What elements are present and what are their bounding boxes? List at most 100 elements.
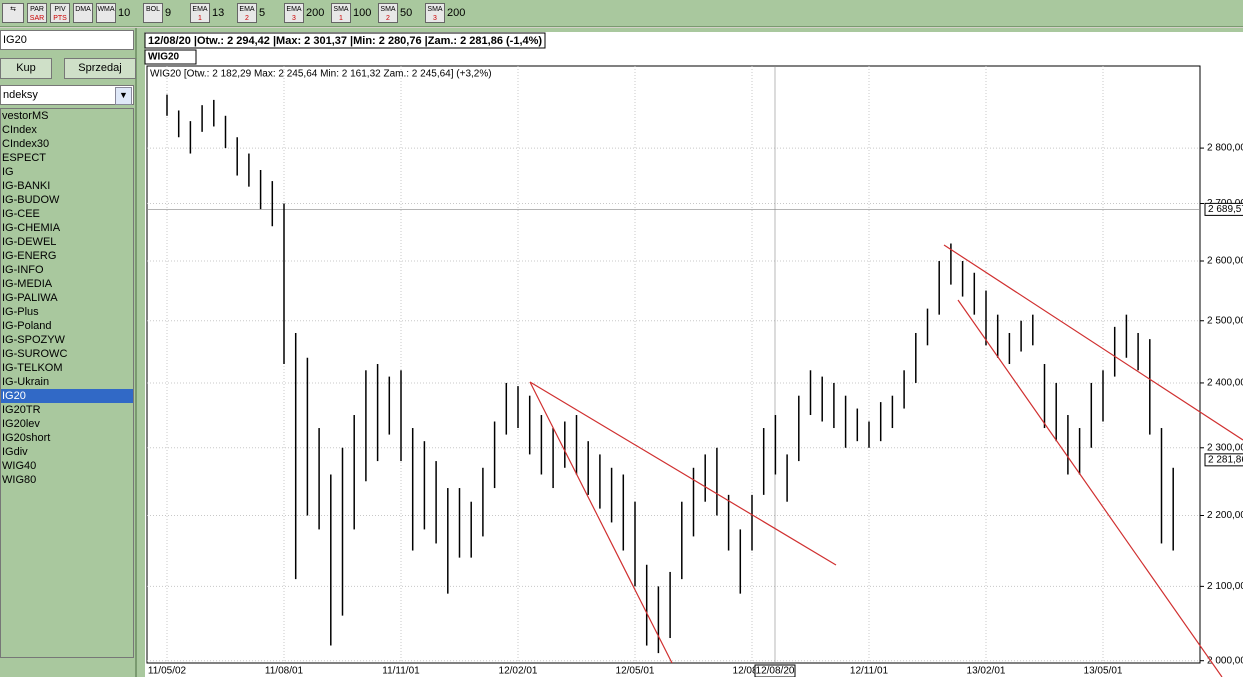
trend-lines	[529, 244, 1243, 677]
indicator-param: 200	[306, 7, 325, 19]
symbol-item[interactable]: IG	[2, 166, 14, 178]
indicator-button[interactable]: EMA 3 200	[284, 3, 328, 23]
indicator-name: EMA	[286, 6, 302, 13]
y-tick-label: 2 300,00	[1207, 442, 1243, 453]
x-tick-label: 13/05/01	[1084, 666, 1123, 677]
indicator-box: WMA	[96, 3, 116, 23]
indicator-name: SMA	[427, 6, 443, 13]
last-price-tag: 2 281,86	[1208, 454, 1243, 465]
indicator-box: EMA 2	[237, 3, 257, 23]
symbol-item[interactable]: IG-CEE	[2, 208, 40, 220]
last-price-tag-box	[1204, 453, 1243, 467]
y-tick-label: 2 600,00	[1207, 256, 1243, 267]
price-tag-box	[1204, 202, 1243, 216]
indicator-button[interactable]: SMA 3 200	[425, 3, 469, 23]
symbol-item[interactable]: CIndex30	[2, 138, 50, 150]
symbol-item[interactable]: IG20lev	[2, 418, 40, 430]
x-tick-label: 12/05/01	[616, 666, 655, 677]
symbol-item[interactable]: IG-TELKOM	[2, 362, 63, 374]
symbol-item[interactable]: IG-Poland	[2, 320, 52, 332]
indicator-name: PAR	[30, 6, 44, 13]
indicator-param: 13	[212, 7, 225, 19]
symbol-item[interactable]: IG-SPOZYW	[2, 334, 65, 346]
indicator-box: BOL	[143, 3, 163, 23]
symbol-item[interactable]: WIG40	[2, 460, 37, 472]
indicator-button[interactable]: SMA 1 100	[331, 3, 375, 23]
indicator-button[interactable]: EMA 1 13	[190, 3, 234, 23]
symbol-item[interactable]: IG-MEDIA	[2, 278, 53, 290]
symbol-item[interactable]: CIndex	[2, 124, 37, 136]
indicator-box: EMA 1	[190, 3, 210, 23]
indicator-button[interactable]: PIV PTS	[50, 3, 70, 23]
chart-icon[interactable]: ⇆	[2, 3, 24, 23]
indicator-param: 100	[353, 7, 372, 19]
symbol-item[interactable]: IG20TR	[2, 404, 41, 416]
indicator-box: EMA 3	[284, 3, 304, 23]
symbol-item[interactable]: IG-PALIWA	[2, 292, 58, 304]
indicator-button[interactable]: DMA	[73, 3, 93, 23]
indicator-name: BOL	[145, 6, 160, 13]
group-select[interactable]: ndeksy ▼	[0, 85, 134, 105]
indicator-sub: 1	[339, 15, 343, 22]
symbol-item[interactable]: IG-DEWEL	[2, 236, 57, 248]
x-tick-label: 12/02/01	[499, 666, 538, 677]
symbol-item[interactable]: IG-Ukrain	[2, 376, 50, 388]
indicator-param: 9	[165, 7, 172, 19]
indicator-button[interactable]: PAR SAR	[27, 3, 47, 23]
sell-button[interactable]: Sprzedaj	[64, 58, 136, 79]
y-tick-label: 2 800,00	[1207, 143, 1243, 154]
indicator-button[interactable]: BOL 9	[143, 3, 187, 23]
sidebar: IG20 Kup Sprzedaj ndeksy ▼ vestorMS CIndex…	[0, 28, 137, 677]
indicator-name: EMA	[239, 6, 255, 13]
legend: WIG20 [Otw.: 2 182,29 Max: 2 245,64 Min:…	[150, 69, 492, 80]
date-tag-box	[754, 664, 796, 677]
symbol-item[interactable]: IG-SUROWC	[2, 348, 68, 360]
indicator-sub: 3	[433, 15, 437, 22]
indicator-param: 50	[400, 7, 413, 19]
symbol-item[interactable]: IG-Plus	[2, 306, 39, 318]
symbol-item[interactable]: WIG80	[2, 474, 37, 486]
symbol-item[interactable]: IG-BUDOW	[2, 194, 60, 206]
group-label: ndeksy	[3, 89, 38, 101]
indicator-name: EMA	[192, 6, 208, 13]
date-tag: 12/08/20	[756, 666, 795, 677]
toolbar: ⇆ PAR SAR PIV PTS DMA WMA 10 BOL 9 EMA 1 13 EMA 2 5 EMA…	[0, 0, 1243, 27]
indicator-param: 200	[447, 7, 466, 19]
price-tag: 2 689,57	[1208, 204, 1243, 215]
symbol-list: vestorMS CIndex CIndex30 ESPECT IG IG-BANKI IG…	[0, 108, 134, 658]
indicator-sub: SAR	[29, 15, 45, 22]
symbol-item[interactable]: IG-ENERG	[2, 250, 57, 262]
indicator-sub: 3	[292, 15, 296, 22]
indicator-button[interactable]: EMA 2 5	[237, 3, 281, 23]
indicator-sub: 2	[245, 15, 249, 22]
indicator-sub: PTS	[53, 15, 67, 22]
indicator-button[interactable]: SMA 2 50	[378, 3, 422, 23]
indicator-box: PIV PTS	[50, 3, 70, 23]
indicator-box: SMA 2	[378, 3, 398, 23]
symbol-item[interactable]: IG-INFO	[2, 264, 44, 276]
symbol-field[interactable]: IG20	[0, 30, 134, 50]
x-tick-label: 11/11/01	[382, 666, 420, 677]
indicator-sub: 1	[198, 15, 202, 22]
y-tick-label: 2 500,00	[1207, 315, 1243, 326]
indicator-name: DMA	[75, 6, 91, 13]
symbol-item[interactable]: IG-BANKI	[2, 180, 51, 192]
symbol-item[interactable]: IG20	[1, 389, 133, 403]
symbol-item[interactable]: IG20short	[2, 432, 51, 444]
symbol-item[interactable]: IGdiv	[2, 446, 28, 458]
x-tick-label: 11/08/01	[265, 666, 304, 677]
indicator-name: SMA	[380, 6, 396, 13]
indicator-param: 10	[118, 7, 131, 19]
indicator-box: DMA	[73, 3, 93, 23]
indicator-box: SMA 3	[425, 3, 445, 23]
tab[interactable]: WIG20	[148, 52, 180, 63]
symbol-item[interactable]: ESPECT	[2, 152, 47, 164]
indicator-button[interactable]: WMA 10	[96, 3, 140, 23]
symbol-item[interactable]: vestorMS	[2, 110, 49, 122]
symbol-item[interactable]: IG-CHEMIA	[2, 222, 61, 234]
buy-button[interactable]: Kup	[0, 58, 52, 79]
indicator-box: SMA 1	[331, 3, 351, 23]
y-tick-label: 2 000,00	[1207, 655, 1243, 666]
x-tick-label: 12/11/01	[850, 666, 889, 677]
